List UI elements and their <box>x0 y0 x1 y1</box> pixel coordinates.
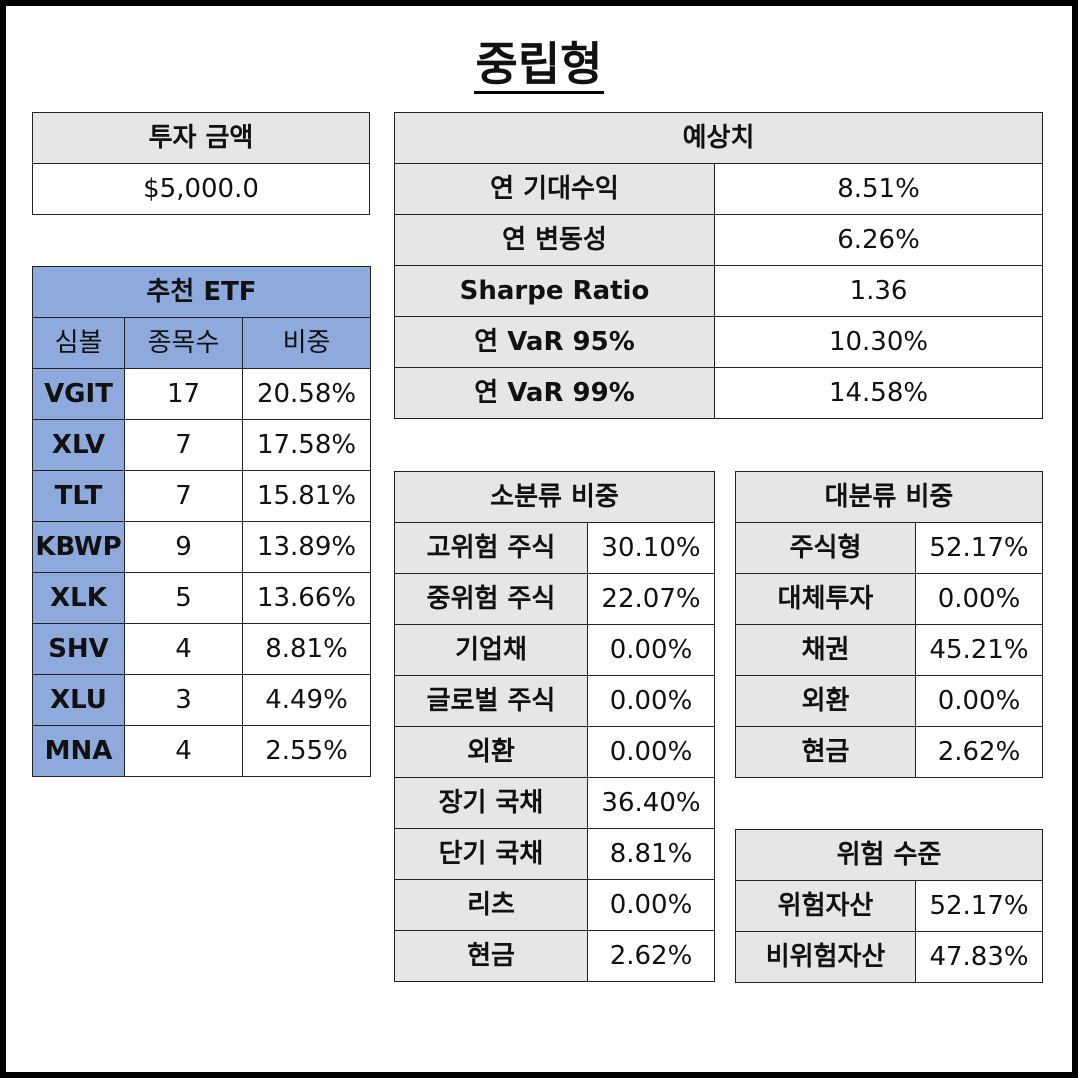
sub-category-table: 소분류 비중 고위험 주식 30.10% 중위험 주식 22.07% 기업채 0.00… <box>394 471 715 982</box>
sub-category-label: 현금 <box>394 930 588 982</box>
risk-value: 52.17% <box>914 880 1044 932</box>
sub-category-value: 2.62% <box>587 930 715 982</box>
page-title-text: 중립형 <box>473 37 605 94</box>
sub-category-value: 8.81% <box>587 828 715 880</box>
etf-count: 4 <box>124 725 243 777</box>
risk-label: 비위험자산 <box>735 931 916 983</box>
major-category-value: 52.17% <box>915 522 1043 574</box>
etf-symbol: TLT <box>32 470 125 522</box>
major-category-label: 외환 <box>735 675 916 727</box>
investment-amount: $5,000.0 <box>32 163 370 215</box>
investment-header: 투자 금액 <box>32 112 370 164</box>
major-category-label: 현금 <box>735 726 916 778</box>
sub-category-value: 0.00% <box>587 675 715 727</box>
etf-symbol: XLK <box>32 572 125 624</box>
expected-value: 8.51% <box>713 163 1044 215</box>
major-category-header: 대분류 비중 <box>735 471 1043 523</box>
sub-category-label: 단기 국채 <box>394 828 588 880</box>
major-category-value: 45.21% <box>915 624 1043 676</box>
expected-header: 예상치 <box>393 112 1044 164</box>
sub-category-label: 글로벌 주식 <box>394 675 588 727</box>
expected-label: 연 VaR 99% <box>394 367 715 419</box>
major-category-value: 0.00% <box>915 573 1043 625</box>
page-title: 중립형 <box>0 34 1078 94</box>
major-category-label: 채권 <box>735 624 916 676</box>
sub-category-label: 기업채 <box>394 624 588 676</box>
major-category-value: 0.00% <box>915 675 1043 727</box>
risk-value: 47.83% <box>914 931 1044 983</box>
etf-symbol: VGIT <box>32 368 125 420</box>
sub-category-header: 소분류 비중 <box>394 471 715 523</box>
expected-label: Sharpe Ratio <box>394 265 715 317</box>
sub-category-label: 고위험 주식 <box>394 522 588 574</box>
expected-value: 1.36 <box>713 265 1044 317</box>
etf-weight: 20.58% <box>241 368 372 420</box>
expected-label: 연 변동성 <box>394 214 715 266</box>
etf-weight: 13.66% <box>241 572 372 624</box>
sub-category-value: 36.40% <box>587 777 715 829</box>
risk-table: 위험 수준 위험자산 52.17% 비위험자산 47.83% <box>734 829 1044 983</box>
sub-category-label: 리츠 <box>394 879 588 931</box>
etf-col-weight: 비중 <box>241 317 372 369</box>
investment-table: 투자 금액 $5,000.0 <box>32 112 370 215</box>
sub-category-value: 0.00% <box>587 879 715 931</box>
etf-symbol: KBWP <box>32 521 125 573</box>
etf-count: 4 <box>124 623 243 675</box>
expected-table: 예상치 연 기대수익 8.51% 연 변동성 6.26% Sharpe Ratio 1… <box>393 112 1044 419</box>
etf-symbol: XLV <box>32 419 125 471</box>
expected-label: 연 VaR 95% <box>394 316 715 368</box>
sub-category-label: 외환 <box>394 726 588 778</box>
major-category-label: 주식형 <box>735 522 916 574</box>
etf-weight: 15.81% <box>241 470 372 522</box>
etf-count: 9 <box>124 521 243 573</box>
sub-category-value: 0.00% <box>587 624 715 676</box>
sub-category-value: 0.00% <box>587 726 715 778</box>
risk-header: 위험 수준 <box>734 829 1044 881</box>
expected-value: 14.58% <box>713 367 1044 419</box>
etf-weight: 17.58% <box>241 419 372 471</box>
etf-table: 추천 ETF 심볼 종목수 비중 VGIT 17 20.58% XLV 7 17.58%… <box>31 266 372 777</box>
etf-symbol: SHV <box>32 623 125 675</box>
etf-header: 추천 ETF <box>31 266 372 318</box>
etf-col-count: 종목수 <box>124 317 243 369</box>
etf-weight: 2.55% <box>241 725 372 777</box>
etf-symbol: XLU <box>32 674 125 726</box>
sub-category-value: 30.10% <box>587 522 715 574</box>
etf-weight: 8.81% <box>241 623 372 675</box>
major-category-label: 대체투자 <box>735 573 916 625</box>
etf-count: 5 <box>124 572 243 624</box>
sub-category-label: 장기 국채 <box>394 777 588 829</box>
etf-symbol: MNA <box>32 725 125 777</box>
etf-weight: 13.89% <box>241 521 372 573</box>
expected-label: 연 기대수익 <box>394 163 715 215</box>
etf-count: 3 <box>124 674 243 726</box>
etf-count: 7 <box>124 419 243 471</box>
etf-col-symbol: 심볼 <box>32 317 125 369</box>
expected-value: 10.30% <box>713 316 1044 368</box>
sub-category-value: 22.07% <box>587 573 715 625</box>
major-category-table: 대분류 비중 주식형 52.17% 대체투자 0.00% 채권 45.21% 외환 0.… <box>735 471 1043 778</box>
expected-value: 6.26% <box>713 214 1044 266</box>
etf-weight: 4.49% <box>241 674 372 726</box>
major-category-value: 2.62% <box>915 726 1043 778</box>
etf-count: 17 <box>124 368 243 420</box>
etf-count: 7 <box>124 470 243 522</box>
sub-category-label: 중위험 주식 <box>394 573 588 625</box>
risk-label: 위험자산 <box>735 880 916 932</box>
